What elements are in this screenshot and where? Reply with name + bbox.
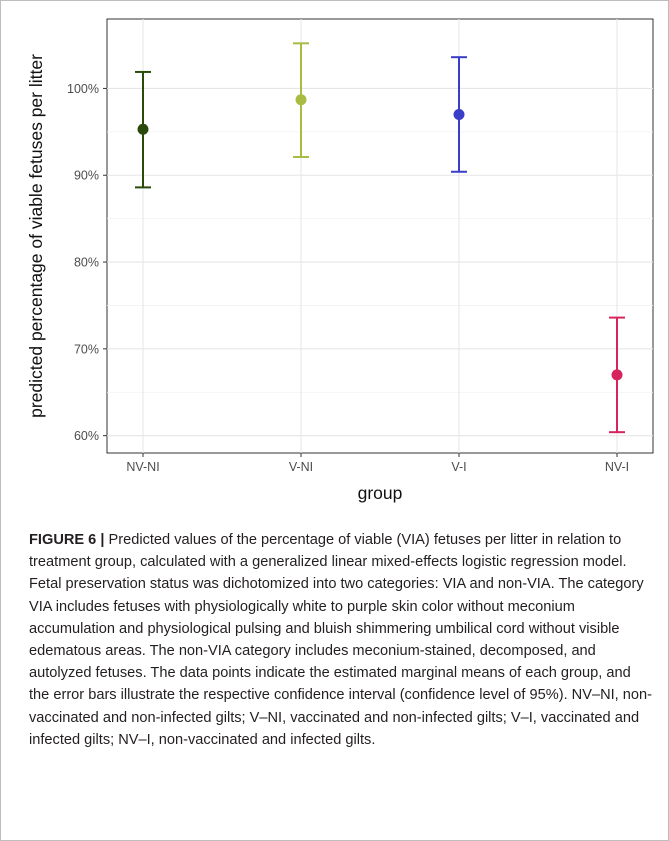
y-tick-label: 80% bbox=[74, 256, 99, 270]
figure-caption: FIGURE 6 | Predicted values of the perce… bbox=[29, 529, 655, 751]
y-tick-label: 60% bbox=[74, 429, 99, 443]
x-axis-label: group bbox=[358, 483, 403, 503]
x-tick-label: V-I bbox=[451, 460, 466, 474]
caption-label: FIGURE 6 | bbox=[29, 532, 105, 548]
estimate-point bbox=[295, 94, 307, 106]
x-tick-label: NV-NI bbox=[126, 460, 159, 474]
x-tick-label: V-NI bbox=[289, 460, 313, 474]
caption-text: Predicted values of the percentage of vi… bbox=[29, 532, 652, 748]
x-tick-label: NV-I bbox=[605, 460, 629, 474]
estimate-point bbox=[453, 108, 465, 120]
y-tick-label: 100% bbox=[67, 82, 99, 96]
estimate-point bbox=[611, 369, 623, 381]
point-nv-i bbox=[609, 316, 625, 434]
y-tick-label: 70% bbox=[74, 342, 99, 356]
y-axis-label: predicted percentage of viable fetuses p… bbox=[26, 54, 46, 418]
point-v-i bbox=[451, 56, 467, 173]
data-marks bbox=[135, 42, 625, 434]
plot-panel bbox=[106, 18, 654, 454]
x-axis: NV-NI V-NI V-I NV-I bbox=[126, 453, 629, 474]
chart: 60% 70% 80% 90% 100% NV-NI V-NI V-I NV-I predic… bbox=[26, 18, 654, 503]
point-nv-ni bbox=[135, 70, 151, 189]
y-tick-label: 90% bbox=[74, 169, 99, 183]
estimate-point bbox=[137, 123, 149, 135]
y-axis: 60% 70% 80% 90% 100% bbox=[67, 82, 107, 443]
point-v-ni bbox=[293, 42, 309, 159]
